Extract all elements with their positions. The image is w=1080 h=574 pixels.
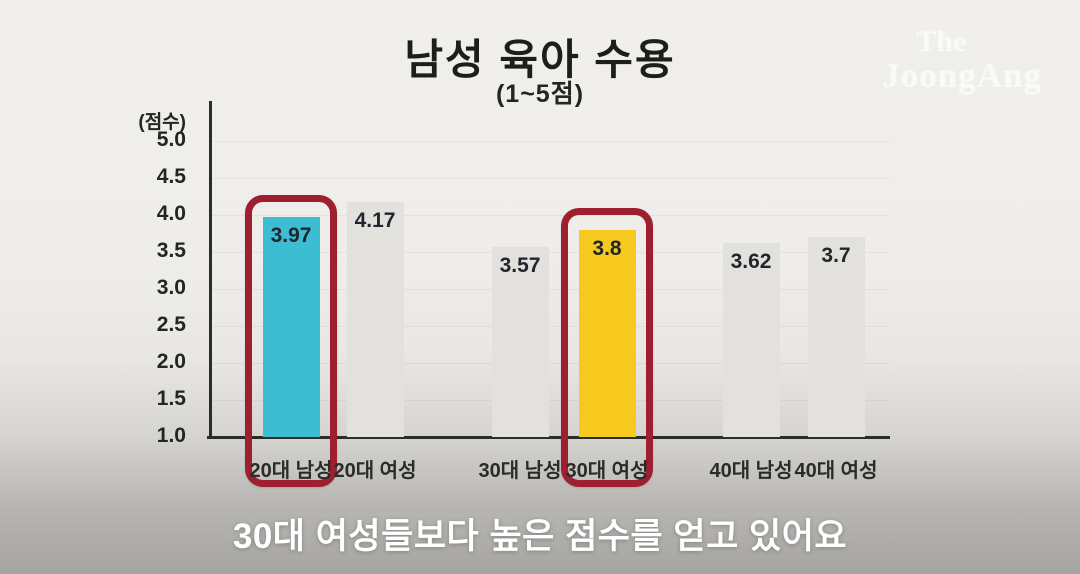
x-category-label: 20대 남성	[249, 460, 333, 482]
y-axis-line	[209, 101, 212, 439]
bar-20대-남성: 3.97	[262, 217, 320, 437]
bar-value-label: 3.62	[730, 250, 772, 273]
bar-30대-남성: 3.57	[491, 247, 549, 437]
y-axis-unit-label: (점수)	[138, 112, 186, 133]
bar-40대-남성: 3.62	[722, 243, 780, 437]
gridline	[212, 215, 890, 216]
x-axis-line	[207, 436, 890, 439]
bar-value-label: 3.8	[592, 237, 622, 260]
caption-text: 30대 여성들보다 높은 점수를 얻고 있어요	[232, 517, 848, 556]
x-category-label: 30대 여성	[565, 460, 649, 482]
highlight-ring	[245, 195, 337, 487]
gridline	[212, 326, 890, 327]
y-tick-label: 4.5	[156, 165, 186, 188]
y-tick-label: 3.0	[156, 276, 186, 299]
x-category-label: 40대 여성	[794, 460, 878, 482]
joongang-logo-line2: JoongAng	[882, 55, 1042, 95]
bar-20대-여성: 4.17	[346, 202, 404, 437]
y-tick-label: 5.0	[156, 128, 186, 151]
gridline	[212, 178, 890, 179]
bar-value-label: 4.17	[354, 209, 396, 232]
chart-subtitle: (1~5점)	[495, 80, 585, 108]
y-tick-label: 1.0	[156, 424, 186, 447]
bar-value-label: 3.7	[821, 244, 851, 267]
gridline	[212, 289, 890, 290]
bar-value-label: 3.57	[499, 254, 541, 277]
x-category-label: 30대 남성	[478, 460, 562, 482]
bar-value-label: 3.97	[270, 224, 312, 247]
joongang-logo-line1: The	[916, 25, 967, 58]
y-tick-label: 1.5	[156, 387, 186, 410]
highlight-ring	[561, 208, 653, 487]
y-tick-label: 2.0	[156, 350, 186, 373]
y-tick-label: 3.5	[156, 239, 186, 262]
y-tick-label: 2.5	[156, 313, 186, 336]
joongang-logo: The JoongAng	[882, 26, 1042, 94]
gridline	[212, 141, 890, 142]
gridline	[212, 363, 890, 364]
chart-title: 남성 육아 수용	[404, 36, 676, 83]
gridline	[212, 252, 890, 253]
y-tick-label: 4.0	[156, 202, 186, 225]
x-category-label: 40대 남성	[709, 460, 793, 482]
bar-30대-여성: 3.8	[578, 230, 636, 437]
bar-40대-여성: 3.7	[807, 237, 865, 437]
gridline	[212, 400, 890, 401]
x-category-label: 20대 여성	[333, 460, 417, 482]
